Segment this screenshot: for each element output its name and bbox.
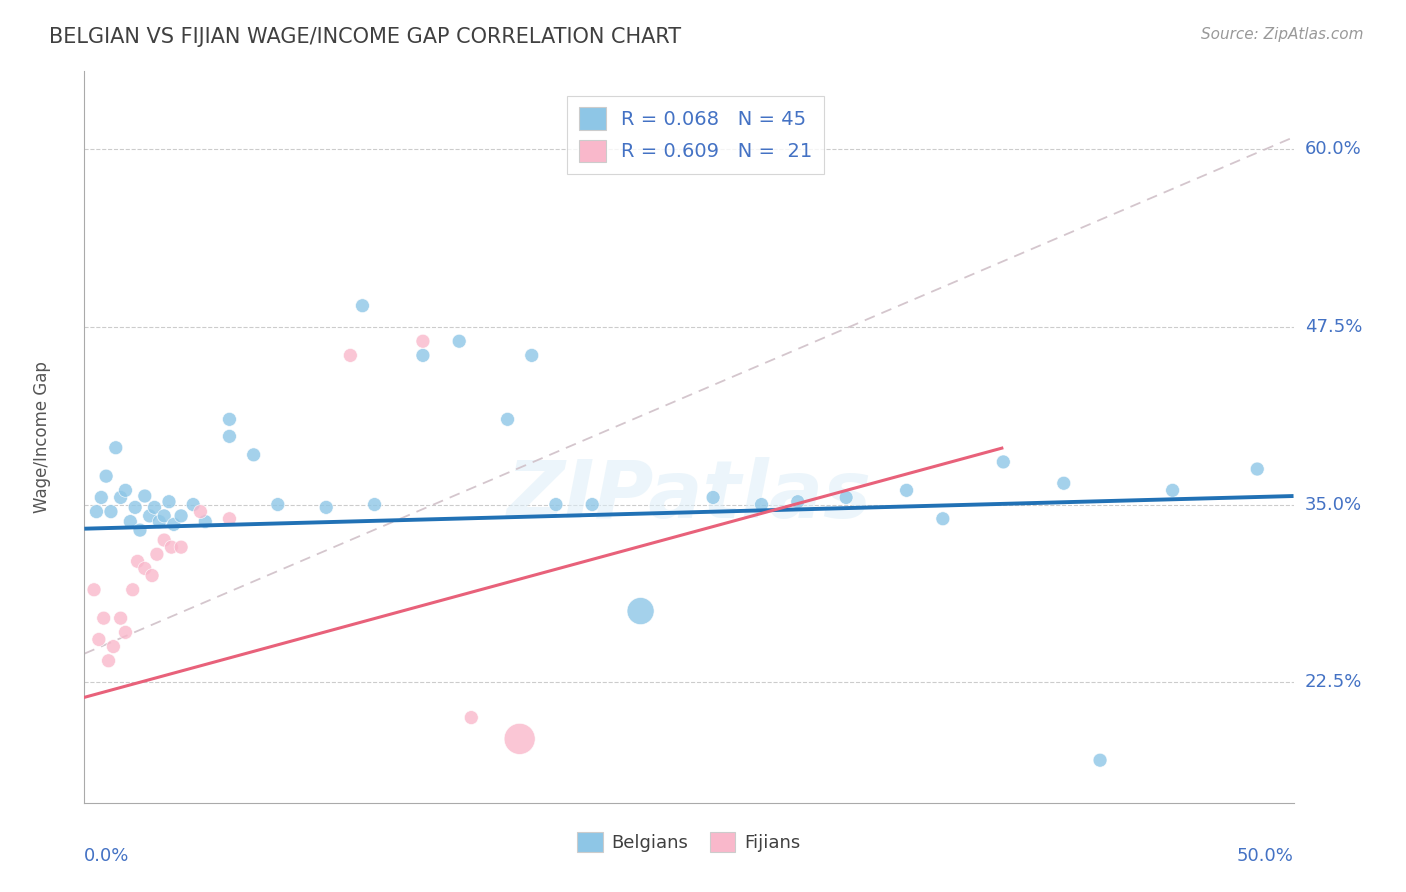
- Text: BELGIAN VS FIJIAN WAGE/INCOME GAP CORRELATION CHART: BELGIAN VS FIJIAN WAGE/INCOME GAP CORREL…: [49, 27, 682, 46]
- Point: [896, 483, 918, 498]
- Point: [181, 498, 204, 512]
- Point: [412, 348, 434, 362]
- Point: [104, 441, 127, 455]
- Point: [267, 498, 290, 512]
- Point: [90, 491, 112, 505]
- Point: [1161, 483, 1184, 498]
- Point: [86, 505, 108, 519]
- Point: [138, 508, 160, 523]
- Point: [87, 632, 110, 647]
- Point: [751, 498, 773, 512]
- Point: [97, 654, 120, 668]
- Point: [932, 512, 955, 526]
- Point: [412, 334, 434, 349]
- Point: [146, 547, 169, 561]
- Point: [315, 500, 337, 515]
- Point: [190, 505, 212, 519]
- Point: [121, 582, 143, 597]
- Point: [242, 448, 264, 462]
- Text: 47.5%: 47.5%: [1305, 318, 1362, 336]
- Point: [163, 517, 186, 532]
- Point: [496, 412, 519, 426]
- Text: 22.5%: 22.5%: [1305, 673, 1362, 691]
- Point: [520, 348, 543, 362]
- Point: [114, 625, 136, 640]
- Text: 60.0%: 60.0%: [1305, 140, 1361, 159]
- Point: [157, 494, 180, 508]
- Point: [170, 508, 193, 523]
- Point: [134, 561, 156, 575]
- Point: [352, 299, 374, 313]
- Text: 35.0%: 35.0%: [1305, 496, 1362, 514]
- Point: [835, 491, 858, 505]
- Point: [363, 498, 385, 512]
- Point: [786, 494, 808, 508]
- Point: [1088, 753, 1111, 767]
- Point: [148, 515, 170, 529]
- Point: [94, 469, 117, 483]
- Point: [702, 491, 724, 505]
- Point: [509, 731, 531, 746]
- Point: [134, 489, 156, 503]
- Point: [120, 515, 142, 529]
- Point: [993, 455, 1015, 469]
- Point: [129, 523, 152, 537]
- Point: [218, 412, 240, 426]
- Text: Source: ZipAtlas.com: Source: ZipAtlas.com: [1201, 27, 1364, 42]
- Point: [630, 604, 652, 618]
- Text: ZIPatlas: ZIPatlas: [506, 457, 872, 534]
- Point: [153, 508, 176, 523]
- Point: [103, 640, 125, 654]
- Legend: Belgians, Fijians: Belgians, Fijians: [569, 824, 808, 860]
- Point: [1053, 476, 1076, 491]
- Point: [218, 512, 240, 526]
- Point: [110, 491, 132, 505]
- Point: [143, 500, 166, 515]
- Point: [544, 498, 567, 512]
- Point: [160, 540, 183, 554]
- Point: [93, 611, 115, 625]
- Point: [170, 540, 193, 554]
- Point: [449, 334, 471, 349]
- Point: [1246, 462, 1268, 476]
- Point: [153, 533, 176, 547]
- Point: [218, 429, 240, 443]
- Point: [141, 568, 163, 582]
- Text: 0.0%: 0.0%: [84, 847, 129, 864]
- Text: Wage/Income Gap: Wage/Income Gap: [32, 361, 51, 513]
- Point: [114, 483, 136, 498]
- Point: [127, 554, 149, 568]
- Point: [460, 710, 482, 724]
- Point: [339, 348, 361, 362]
- Point: [100, 505, 122, 519]
- Point: [110, 611, 132, 625]
- Text: 50.0%: 50.0%: [1237, 847, 1294, 864]
- Point: [124, 500, 146, 515]
- Point: [194, 515, 217, 529]
- Point: [83, 582, 105, 597]
- Point: [581, 498, 603, 512]
